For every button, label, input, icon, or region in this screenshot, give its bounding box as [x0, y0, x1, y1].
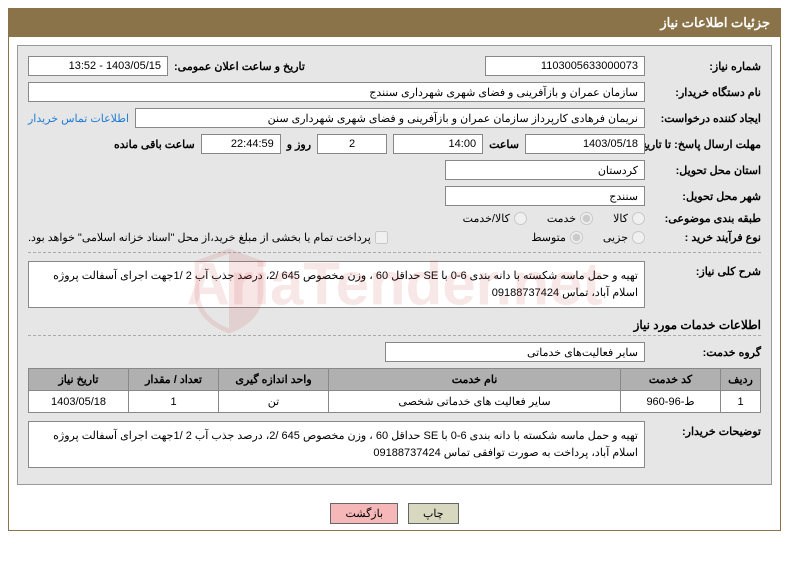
need-no-field: 1103005633000073 — [485, 56, 645, 76]
group-label: گروه خدمت: — [651, 346, 761, 359]
panel-title: جزئیات اطلاعات نیاز — [9, 9, 780, 37]
th-row: ردیف — [721, 369, 761, 391]
cat-service-radio[interactable]: خدمت — [547, 212, 593, 225]
cat-goods-radio[interactable]: کالا — [613, 212, 645, 225]
proc-medium-radio[interactable]: متوسط — [531, 231, 583, 244]
contact-link[interactable]: اطلاعات تماس خریدار — [28, 112, 129, 125]
cat-goods-service-radio[interactable]: کالا/خدمت — [463, 212, 527, 225]
countdown-field: 22:44:59 — [201, 134, 281, 154]
buyer-field: سازمان عمران و بازآفرینی و فضای شهری شهر… — [28, 82, 645, 102]
main-desc-label: شرح کلی نیاز: — [651, 261, 761, 278]
back-button[interactable]: بازگشت — [330, 503, 398, 524]
buyer-notes-box: تهیه و حمل ماسه شکسته با دانه بندی 6-0 ب… — [28, 421, 645, 468]
payment-note-text: پرداخت تمام یا بخشی از مبلغ خرید،از محل … — [28, 231, 371, 244]
cat-gs-text: کالا/خدمت — [463, 212, 510, 225]
payment-checkbox[interactable]: پرداخت تمام یا بخشی از مبلغ خرید،از محل … — [28, 231, 388, 244]
main-desc-box: تهیه و حمل ماسه شکسته با دانه بندی 6-0 ب… — [28, 261, 645, 308]
cell-idx: 1 — [721, 391, 761, 413]
cell-date: 1403/05/18 — [29, 391, 129, 413]
main-frame: جزئیات اطلاعات نیاز شماره نیاز: 11030056… — [8, 8, 781, 531]
th-name: نام خدمت — [329, 369, 621, 391]
requester-field: نریمان فرهادی کارپرداز سازمان عمران و با… — [135, 108, 645, 128]
announce-label: تاریخ و ساعت اعلان عمومی: — [174, 60, 305, 73]
time-label: ساعت — [489, 138, 519, 151]
deadline-date-field: 1403/05/18 — [525, 134, 645, 154]
content-panel: شماره نیاز: 1103005633000073 تاریخ و ساع… — [17, 45, 772, 485]
cat-service-text: خدمت — [547, 212, 576, 225]
group-field: سایر فعالیت‌های خدماتی — [385, 342, 645, 362]
cell-name: سایر فعالیت های خدماتی شخصی — [329, 391, 621, 413]
th-date: تاریخ نیاز — [29, 369, 129, 391]
table-row: 1 ط-96-960 سایر فعالیت های خدماتی شخصی ت… — [29, 391, 761, 413]
proc-partial-radio[interactable]: جزیی — [603, 231, 645, 244]
services-table: ردیف کد خدمت نام خدمت واحد اندازه گیری ت… — [28, 368, 761, 413]
announce-field: 1403/05/15 - 13:52 — [28, 56, 168, 76]
cell-unit: تن — [219, 391, 329, 413]
category-label: طبقه بندی موضوعی: — [651, 212, 761, 225]
cat-goods-text: کالا — [613, 212, 628, 225]
th-code: کد خدمت — [621, 369, 721, 391]
proc-partial-text: جزیی — [603, 231, 628, 244]
days-remaining-field: 2 — [317, 134, 387, 154]
city-field: سنندج — [445, 186, 645, 206]
buyer-notes-label: توضیحات خریدار: — [651, 421, 761, 438]
process-label: نوع فرآیند خرید : — [651, 231, 761, 244]
province-field: کردستان — [445, 160, 645, 180]
requester-label: ایجاد کننده درخواست: — [651, 112, 761, 125]
buyer-label: نام دستگاه خریدار: — [651, 86, 761, 99]
deadline-time-field: 14:00 — [393, 134, 483, 154]
city-label: شهر محل تحویل: — [651, 190, 761, 203]
proc-medium-text: متوسط — [531, 231, 566, 244]
deadline-label: مهلت ارسال پاسخ: تا تاریخ: — [651, 138, 761, 151]
remaining-label: ساعت باقی مانده — [114, 138, 195, 151]
province-label: استان محل تحویل: — [651, 164, 761, 177]
cell-qty: 1 — [129, 391, 219, 413]
need-no-label: شماره نیاز: — [651, 60, 761, 73]
services-section-title: اطلاعات خدمات مورد نیاز — [28, 318, 761, 336]
days-and-label: روز و — [287, 138, 311, 151]
cell-code: ط-96-960 — [621, 391, 721, 413]
th-unit: واحد اندازه گیری — [219, 369, 329, 391]
print-button[interactable]: چاپ — [408, 503, 459, 524]
th-qty: تعداد / مقدار — [129, 369, 219, 391]
